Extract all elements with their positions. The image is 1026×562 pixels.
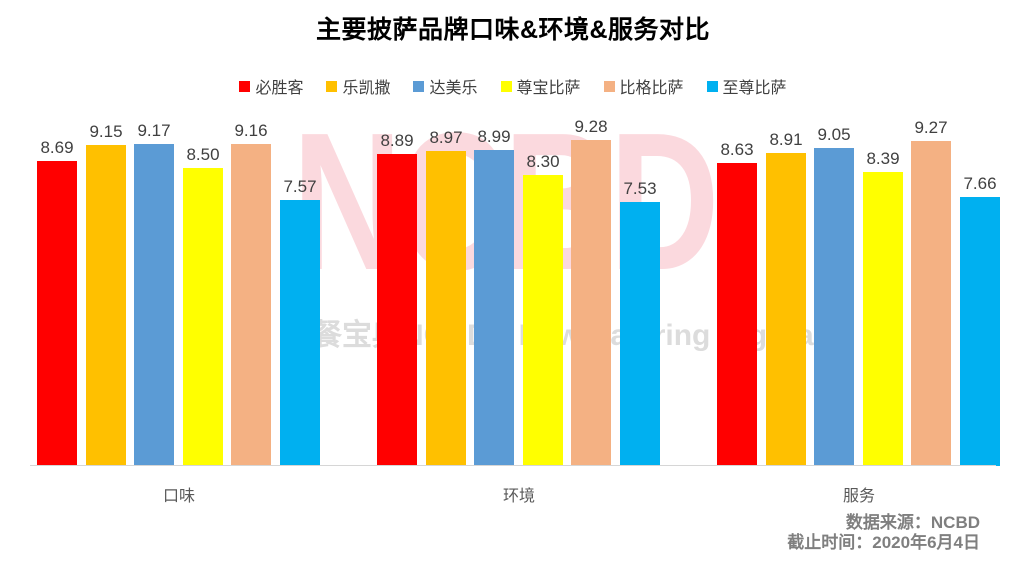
bar-比格比萨-环境 [571,140,611,466]
bar-必胜客-环境 [377,154,417,466]
bar-乐凯撒-服务 [766,153,806,466]
data-source-note: 数据来源：NCBD 截止时间：2020年6月4日 [787,513,980,553]
legend-item-5: 比格比萨 [603,74,684,98]
bar-尊宝比萨-环境 [523,175,563,466]
legend-label: 乐凯撒 [342,80,391,97]
bar-value-label: 7.66 [963,174,997,193]
bar-至尊比萨-口味 [280,200,320,466]
legend-label: 比格比萨 [619,80,684,97]
bar-value-label: 8.39 [866,149,900,168]
legend-label: 必胜客 [255,80,304,97]
legend: 必胜客 乐凯撒 达美乐 尊宝比萨 比格比萨 至尊比萨 [0,74,1026,98]
bar-至尊比萨-服务 [960,197,1000,466]
bar-value-label: 8.30 [526,152,560,171]
legend-item-4: 尊宝比萨 [500,74,581,98]
bar-value-label: 9.15 [89,122,123,141]
bar-value-label: 8.63 [720,140,754,159]
legend-item-3: 达美乐 [413,74,478,98]
legend-swatch-icon [706,80,718,92]
bar-value-label: 9.16 [234,121,268,140]
legend-swatch-icon [603,80,615,92]
bar-value-label: 7.53 [623,179,657,198]
category-label-口味: 口味 [162,488,195,505]
legend-swatch-icon [239,80,251,92]
legend-label: 尊宝比萨 [516,80,581,97]
bar-比格比萨-服务 [911,141,951,466]
x-axis-line [30,465,996,466]
bar-value-label: 9.17 [137,121,171,140]
bar-value-label: 9.27 [914,118,948,137]
bar-必胜客-口味 [37,161,77,466]
bar-比格比萨-口味 [231,144,271,466]
bar-value-label: 8.89 [380,131,414,150]
legend-swatch-icon [500,80,512,92]
legend-swatch-icon [326,80,338,92]
bar-达美乐-环境 [474,150,514,466]
category-label-环境: 环境 [502,488,535,505]
chart-title: 主要披萨品牌口味&环境&服务对比 [315,16,711,44]
bar-达美乐-口味 [134,144,174,466]
bar-value-label: 7.57 [283,177,317,196]
bar-尊宝比萨-服务 [863,172,903,466]
bar-乐凯撒-环境 [426,151,466,466]
legend-item-2: 乐凯撒 [326,74,390,98]
bar-至尊比萨-环境 [620,202,660,466]
bar-达美乐-服务 [814,148,854,466]
bar-value-label: 9.05 [817,125,851,144]
category-label-服务: 服务 [842,488,875,505]
bar-value-label: 8.99 [477,127,511,146]
source-line: 数据来源：NCBD [845,513,980,532]
legend-label: 达美乐 [429,80,478,97]
bar-value-label: 8.69 [40,138,74,157]
legend-item-1: 必胜客 [239,74,303,98]
bar-value-label: 9.28 [574,117,608,136]
legend-label: 至尊比萨 [722,80,787,97]
legend-swatch-icon [413,80,425,92]
bar-value-label: 8.97 [429,128,463,147]
deadline-line: 截止时间：2020年6月4日 [787,533,980,552]
bar-乐凯撒-口味 [86,145,126,466]
bar-value-label: 8.50 [186,145,220,164]
bar-value-label: 8.91 [769,130,803,149]
bar-必胜客-服务 [717,163,757,466]
legend-item-6: 至尊比萨 [706,74,787,98]
bar-尊宝比萨-口味 [183,168,223,466]
